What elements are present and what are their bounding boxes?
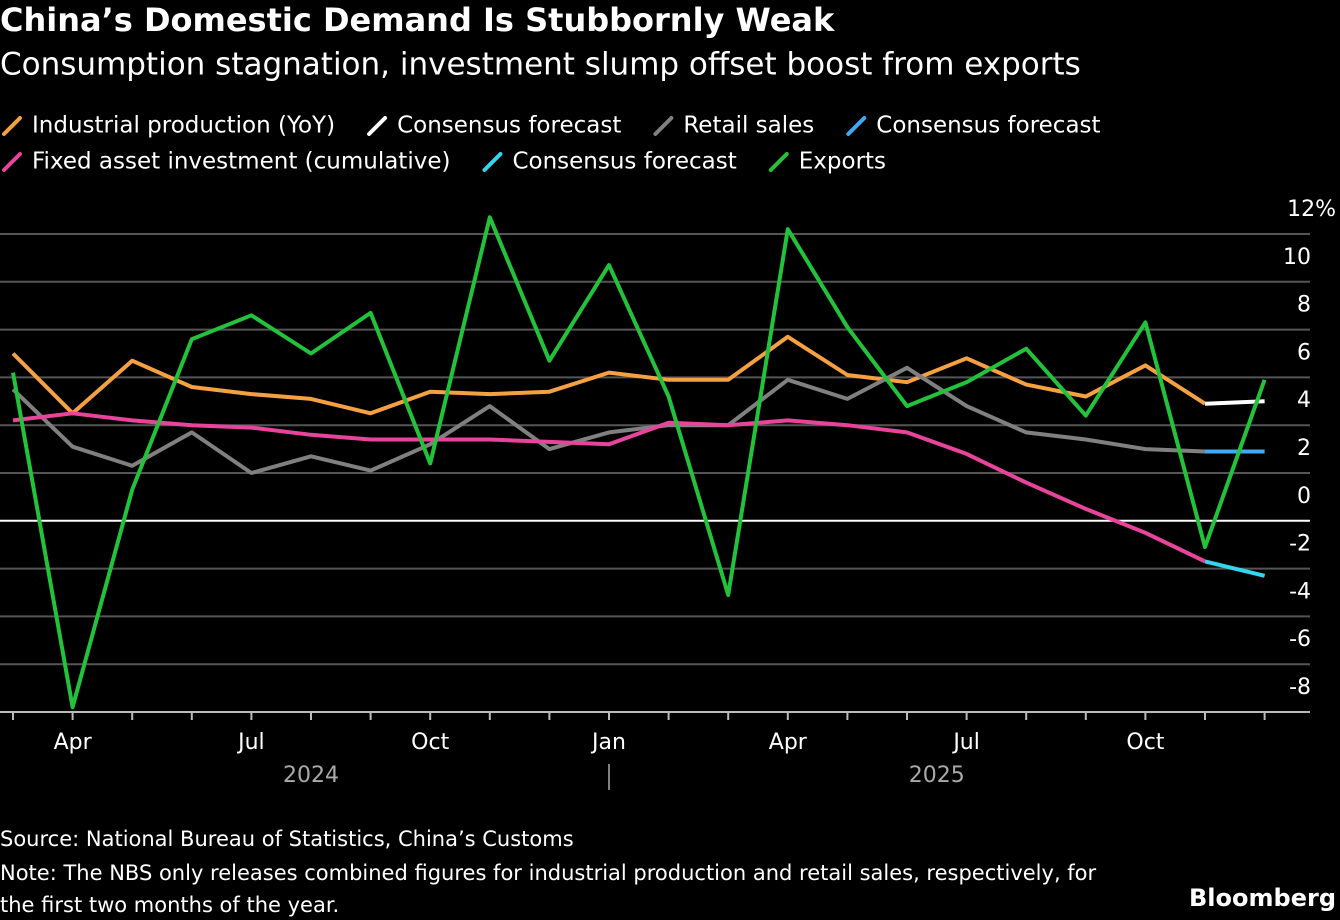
- legend-swatch: [653, 116, 674, 136]
- y-tick-label: 6: [1297, 340, 1311, 365]
- chart-subtitle: Consumption stagnation, investment slump…: [0, 47, 1081, 83]
- y-tick-label: 4: [1297, 388, 1311, 413]
- brand: Bloomberg: [1189, 884, 1336, 912]
- y-tick-label: 0: [1297, 484, 1311, 509]
- note: Note: The NBS only releases combined fig…: [0, 861, 1097, 917]
- y-tick-label: 8: [1297, 293, 1311, 318]
- legend-item: Consensus forecast: [846, 113, 1101, 139]
- series-line: [12, 411, 1206, 564]
- series-line: [11, 334, 1207, 416]
- chart-title: China’s Domestic Demand Is Stubbornly We…: [0, 1, 835, 39]
- legend-swatch: [2, 116, 22, 136]
- y-tick-label: 10: [1283, 245, 1311, 270]
- x-tick-label: Oct: [1126, 730, 1164, 755]
- legend-label: Exports: [799, 149, 886, 175]
- x-tick-label: Jul: [236, 730, 265, 755]
- year-label: 2025: [909, 763, 965, 788]
- legend-label: Consensus forecast: [512, 149, 736, 175]
- x-tick-label: Apr: [54, 730, 93, 755]
- y-tick-label: -8: [1289, 675, 1311, 700]
- legend-swatch: [846, 116, 867, 136]
- x-tick-label: Jan: [590, 730, 626, 755]
- legend-swatch: [2, 152, 22, 172]
- x-tick-label: Apr: [769, 730, 808, 755]
- series-line: [11, 215, 1267, 710]
- legend-label: Fixed asset investment (cumulative): [32, 149, 450, 175]
- legend-item: Retail sales: [653, 113, 814, 139]
- y-tick-label: -2: [1289, 532, 1311, 557]
- legend-label: Consensus forecast: [876, 113, 1100, 139]
- legend-item: Exports: [768, 149, 886, 175]
- legend-swatch: [482, 152, 503, 172]
- legend-item: Consensus forecast: [482, 149, 737, 175]
- year-label: 2024: [283, 763, 339, 788]
- y-tick-label: 2: [1297, 436, 1311, 461]
- legend-item: Fixed asset investment (cumulative): [2, 149, 450, 175]
- legend-item: Consensus forecast: [367, 113, 621, 139]
- legend-swatch: [367, 116, 388, 136]
- legend-label: Consensus forecast: [397, 113, 621, 139]
- legend-label: Retail sales: [683, 113, 814, 139]
- legend-item: Industrial production (YoY): [2, 113, 335, 139]
- series-line: [1204, 399, 1265, 406]
- x-tick-label: Jul: [951, 730, 980, 755]
- y-tick-label: 12%: [1287, 197, 1336, 222]
- series-line: [11, 365, 1206, 475]
- source: Source: National Bureau of Statistics, C…: [0, 827, 574, 851]
- y-tick-label: -6: [1289, 627, 1311, 652]
- series-line: [1204, 559, 1266, 578]
- legend-label: Industrial production (YoY): [32, 113, 335, 139]
- y-tick-label: -4: [1289, 579, 1311, 604]
- x-tick-label: Oct: [411, 730, 449, 755]
- legend-swatch: [768, 152, 789, 172]
